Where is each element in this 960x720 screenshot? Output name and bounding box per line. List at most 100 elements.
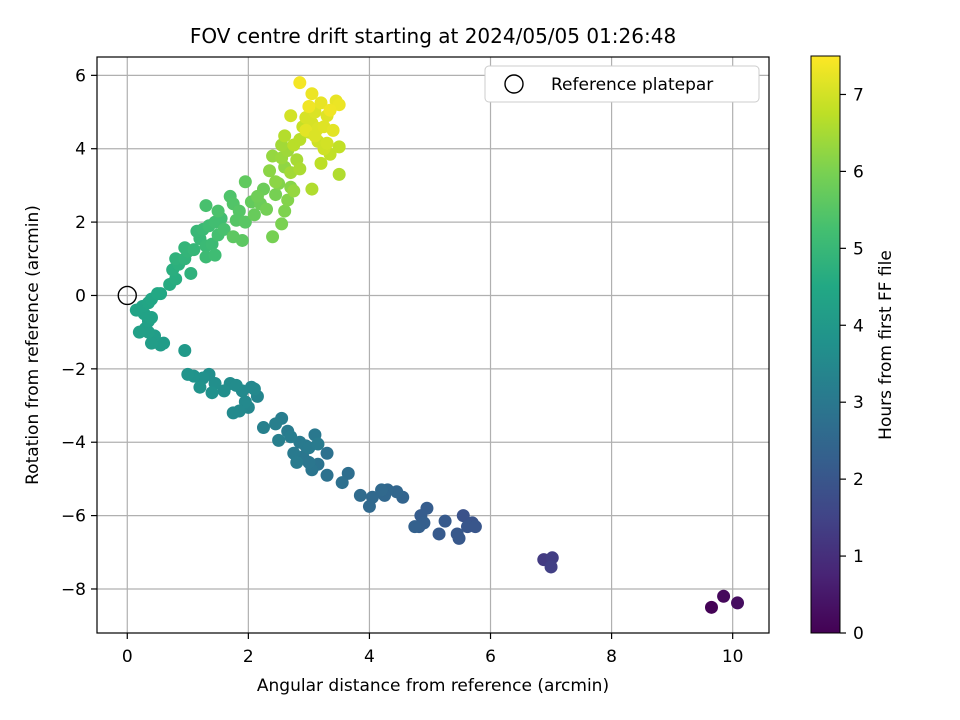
data-point: [260, 202, 274, 216]
data-point: [278, 129, 292, 143]
data-point: [256, 421, 270, 435]
colorbar-ticks: 0 1 2 3 4 5 6 7: [840, 85, 864, 644]
data-point: [293, 162, 307, 176]
plot-frame: [96, 56, 770, 634]
x-tick-label: 6: [485, 647, 496, 667]
data-point: [308, 129, 322, 143]
data-point: [132, 325, 146, 339]
data-point: [353, 488, 367, 502]
y-tick-label: 6: [75, 66, 86, 86]
data-point: [320, 136, 334, 150]
y-tick-label: 2: [75, 213, 86, 233]
colorbar-label: Hours from first FF file: [876, 250, 896, 440]
data-point: [456, 509, 470, 523]
colorbar-tick-label: 2: [853, 470, 864, 490]
data-point: [208, 248, 222, 262]
data-point: [154, 287, 168, 301]
data-point: [178, 344, 192, 358]
colorbar-tick-label: 6: [853, 162, 864, 182]
data-point: [362, 499, 376, 513]
data-point: [269, 417, 283, 431]
colorbar-tick-label: 3: [853, 393, 864, 413]
data-point: [287, 184, 301, 198]
data-point: [544, 560, 558, 574]
data-point: [269, 188, 283, 202]
colorbar: 0 1 2 3 4 5 6 7 Hours from first FF file: [810, 55, 896, 644]
data-point: [468, 520, 482, 534]
data-point: [144, 336, 158, 350]
colorbar-gradient: [810, 55, 841, 634]
data-point: [250, 189, 264, 203]
data-point: [341, 466, 355, 480]
data-point: [281, 193, 295, 207]
data-point: [704, 600, 718, 614]
x-axis: 0 2 4 6 8 10: [122, 633, 744, 667]
data-point: [226, 406, 240, 420]
data-point: [263, 164, 277, 178]
data-point: [169, 252, 183, 266]
data-point: [217, 384, 231, 398]
x-tick-label: 0: [122, 647, 133, 667]
data-points: [129, 76, 745, 614]
data-point: [284, 109, 298, 123]
data-point: [247, 208, 261, 222]
data-point: [314, 156, 328, 170]
x-axis-label: Angular distance from reference (arcmin): [257, 676, 609, 696]
data-point: [314, 96, 328, 110]
data-point: [323, 103, 337, 117]
data-point: [275, 217, 289, 231]
data-point: [217, 222, 231, 236]
data-point: [302, 100, 316, 114]
data-point: [205, 237, 219, 251]
x-tick-label: 8: [606, 647, 617, 667]
data-point: [205, 386, 219, 400]
colorbar-tick-label: 4: [853, 316, 864, 336]
data-point: [731, 596, 745, 610]
data-point: [290, 455, 304, 469]
colorbar-tick-label: 7: [853, 85, 864, 105]
data-point: [193, 380, 207, 394]
y-tick-label: −4: [61, 433, 86, 453]
data-point: [238, 395, 252, 409]
y-axis: −8 −6 −4 −2 0 2 4 6: [61, 66, 97, 600]
data-point: [284, 430, 298, 444]
x-tick-label: 4: [364, 647, 375, 667]
y-tick-label: 0: [75, 286, 86, 306]
colorbar-tick-label: 1: [853, 547, 864, 567]
data-point: [184, 266, 198, 280]
data-point: [199, 199, 213, 213]
data-point: [187, 243, 201, 257]
data-point: [181, 367, 195, 381]
data-point: [226, 230, 240, 244]
data-point: [375, 483, 389, 497]
data-point: [293, 133, 307, 147]
data-point: [305, 87, 319, 101]
data-point: [452, 531, 466, 545]
y-tick-label: −6: [61, 507, 86, 527]
data-point: [238, 175, 252, 189]
data-point: [335, 476, 349, 490]
y-axis-label: Rotation from reference (arcmin): [23, 205, 43, 485]
data-point: [211, 204, 225, 218]
data-point: [266, 230, 280, 244]
legend-entry-label: Reference platepar: [551, 75, 713, 95]
data-point: [247, 382, 261, 396]
data-point: [438, 514, 452, 528]
data-point: [332, 140, 346, 154]
data-point: [272, 433, 286, 447]
y-tick-label: −8: [61, 580, 86, 600]
data-point: [269, 175, 283, 189]
colorbar-tick-label: 5: [853, 239, 864, 259]
x-tick-label: 10: [722, 647, 744, 667]
data-point: [311, 437, 325, 451]
legend-marker-icon: [504, 74, 524, 94]
data-point: [326, 123, 340, 137]
data-point: [305, 182, 319, 196]
data-point: [302, 455, 316, 469]
x-tick-label: 2: [243, 647, 254, 667]
y-tick-label: 4: [75, 140, 86, 160]
data-point: [332, 167, 346, 181]
data-point: [717, 589, 731, 603]
colorbar-tick-label: 0: [853, 624, 864, 644]
